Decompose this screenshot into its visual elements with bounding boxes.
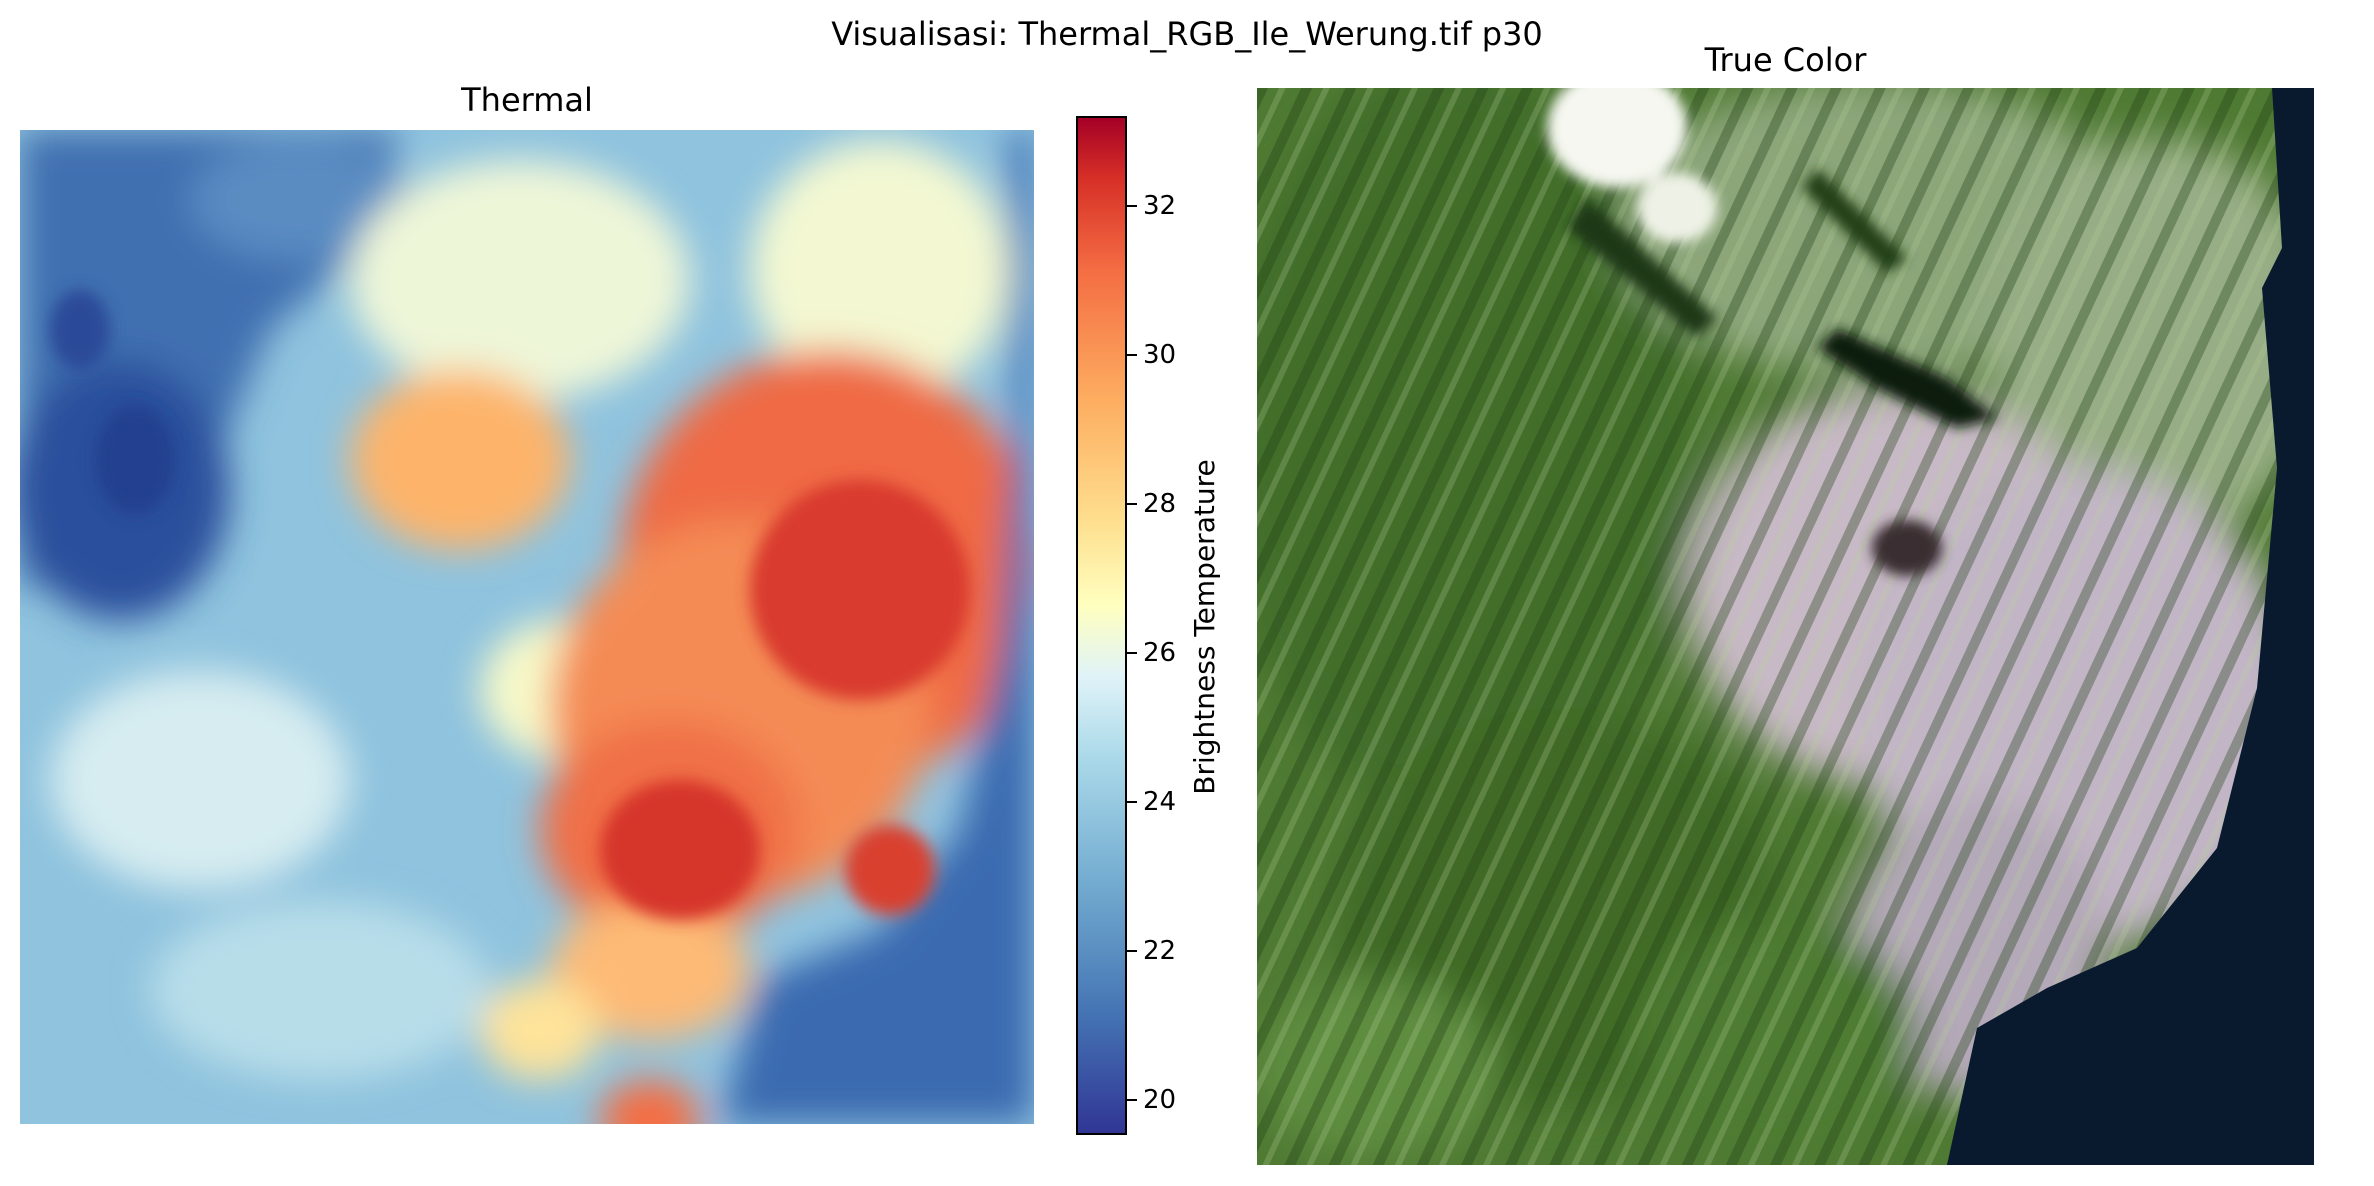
colorbar-tick-label: 20 (1143, 1085, 1177, 1115)
colorbar-tick (1127, 652, 1137, 654)
colorbar-tick-label: 32 (1143, 191, 1177, 221)
truecolor-image (1257, 88, 2314, 1165)
colorbar-tick-label: 22 (1143, 936, 1177, 966)
colorbar-tick (1127, 1099, 1137, 1101)
figure-title: Visualisasi: Thermal_RGB_Ile_Werung.tif … (831, 15, 1543, 53)
colorbar-tick-label: 28 (1143, 489, 1177, 519)
colorbar-tick (1127, 354, 1137, 356)
colorbar-tick (1127, 503, 1137, 505)
colorbar-label: Brightness Temperature (1188, 459, 1221, 795)
truecolor-title: True Color (1704, 41, 1867, 79)
colorbar-tick (1127, 205, 1137, 207)
thermal-image (20, 130, 1034, 1124)
colorbar-tick-label: 26 (1143, 638, 1177, 668)
colorbar-tick (1127, 950, 1137, 952)
thermal-title: Thermal (461, 81, 593, 119)
colorbar (1076, 116, 1127, 1135)
colorbar-tick (1127, 801, 1137, 803)
colorbar-tick-label: 24 (1143, 787, 1177, 817)
colorbar-tick-label: 30 (1143, 340, 1177, 370)
